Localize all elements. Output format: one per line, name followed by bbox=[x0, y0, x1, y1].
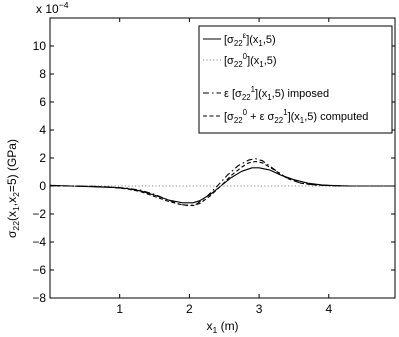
y-tick-label: 8 bbox=[39, 67, 46, 81]
y-tick-label: 4 bbox=[39, 123, 46, 137]
y-tick-label: 2 bbox=[39, 151, 46, 165]
legend-label-1: [σ22ε](x1,5) bbox=[224, 31, 276, 48]
y-tick-label: −6 bbox=[32, 263, 46, 277]
y-tick-label: −4 bbox=[32, 235, 46, 249]
x-tick-label: 2 bbox=[186, 302, 193, 316]
y-tick-label: 6 bbox=[39, 95, 46, 109]
ticks-layer: 1 2 3 4 −8 −6 −4 −2 0 2 4 6 8 10 bbox=[32, 18, 395, 316]
series-line-4 bbox=[50, 160, 395, 207]
legend-label-3: ε [σ221](x1,5) imposed bbox=[224, 85, 329, 102]
x-tick-label: 3 bbox=[256, 302, 263, 316]
x-axis-label: x1 (m) bbox=[206, 319, 238, 335]
y-tick-label: 0 bbox=[39, 179, 46, 193]
series-line-3 bbox=[49, 158, 395, 207]
legend-label-4: [σ220 + ε σ221](x1,5) computed bbox=[224, 108, 368, 125]
y-tick-label: 10 bbox=[33, 39, 47, 53]
series-layer bbox=[49, 158, 395, 207]
y-axis-label: σ22(x1,x2=5) (GPa) bbox=[5, 139, 21, 238]
y-tick-label: −2 bbox=[32, 207, 46, 221]
x-tick-label: 1 bbox=[116, 302, 123, 316]
legend: [σ22ε](x1,5) [σ220](x1,5) ε [σ221](x1,5) i… bbox=[198, 25, 393, 134]
y-tick-label: −8 bbox=[32, 291, 46, 305]
legend-label-2: [σ220](x1,5) bbox=[224, 52, 277, 69]
legend-box bbox=[198, 25, 393, 134]
y-exponent-label: x 10−4 bbox=[36, 0, 69, 16]
x-tick-label: 4 bbox=[325, 302, 332, 316]
